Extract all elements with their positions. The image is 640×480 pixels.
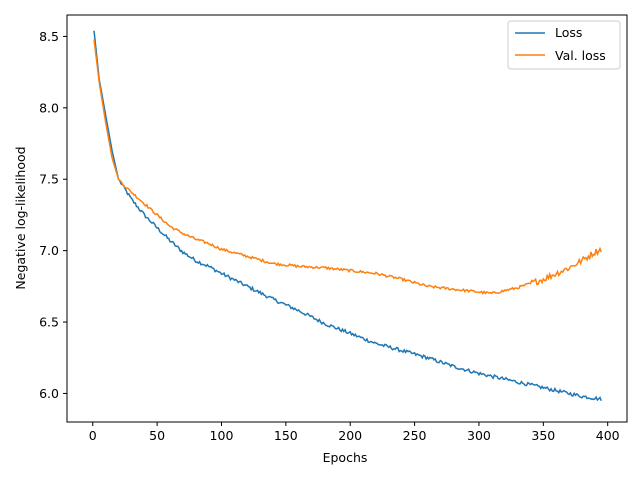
y-tick-label: 8.0: [39, 100, 59, 115]
axes-frame: [66, 14, 628, 423]
x-axis: 0 50 100 150 200 250 300 350 400: [89, 422, 620, 443]
series-line-loss: [93, 30, 602, 402]
legend-label-loss: Loss: [555, 25, 582, 40]
y-tick-label: 6.0: [39, 386, 59, 401]
plot-lines: [93, 30, 602, 402]
y-tick-label: 6.5: [39, 315, 59, 330]
y-tick-label: 7.0: [39, 243, 59, 258]
legend: Loss Val. loss: [507, 20, 621, 70]
x-tick-label: 400: [596, 428, 620, 443]
y-axis: 6.0 6.5 7.0 7.5 8.0 8.5: [39, 29, 67, 401]
x-tick-label: 250: [403, 428, 427, 443]
series-line-val-loss: [93, 39, 602, 295]
x-tick-label: 50: [149, 428, 165, 443]
legend-label-val-loss: Val. loss: [555, 48, 606, 63]
x-tick-label: 0: [89, 428, 97, 443]
y-tick-label: 8.5: [39, 29, 59, 44]
x-tick-label: 350: [531, 428, 555, 443]
x-tick-label: 100: [210, 428, 234, 443]
y-axis-label: Negative log-likelihood: [13, 146, 28, 289]
y-tick-label: 7.5: [39, 172, 59, 187]
x-tick-label: 300: [467, 428, 491, 443]
x-tick-label: 150: [274, 428, 298, 443]
x-axis-label: Epochs: [323, 450, 368, 465]
x-tick-label: 200: [338, 428, 362, 443]
